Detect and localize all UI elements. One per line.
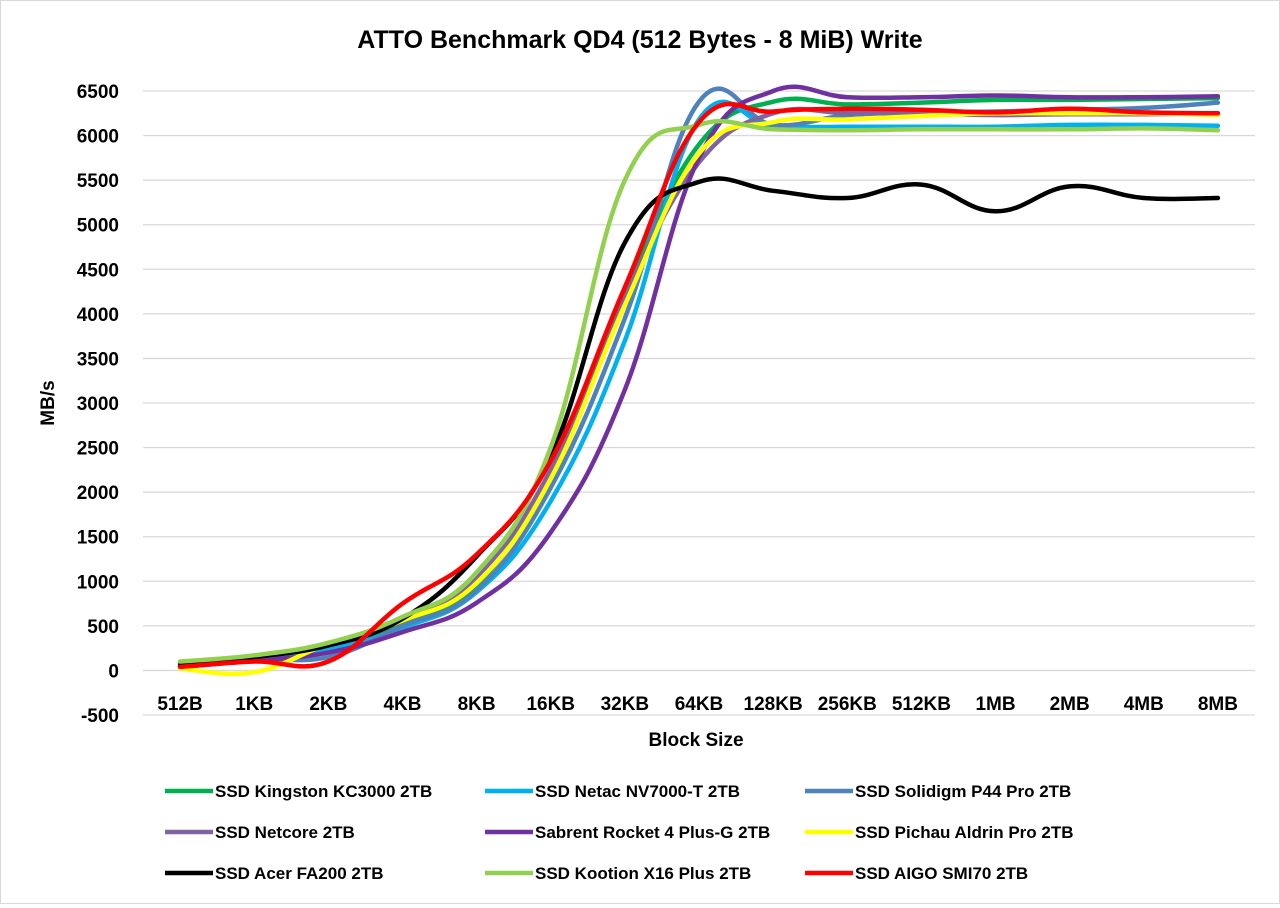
y-tick-label: 5500: [77, 171, 119, 192]
series-line-5: [177, 84, 1221, 670]
y-tick-label: 3500: [77, 349, 119, 370]
y-tick-label: -500: [81, 706, 119, 727]
chart-title: ATTO Benchmark QD4 (512 Bytes - 8 MiB) W…: [357, 26, 923, 54]
x-tick-label: 1KB: [235, 694, 273, 715]
x-tick-label: 8KB: [458, 694, 496, 715]
x-tick-label: 1MB: [975, 694, 1015, 715]
series-line-6: [177, 110, 1221, 677]
y-axis-ticks: 6500600055005000450040003500300025002000…: [77, 82, 119, 727]
x-axis-ticks: 512B 1KB 2KB 4KB 8KB 16KB 32KB 64KB 128KB 256KB 51…: [157, 694, 1238, 715]
series-line-7: [177, 176, 1221, 668]
y-tick-label: 2500: [77, 439, 119, 460]
series-lines: [177, 84, 1221, 677]
y-tick-label: 0: [108, 661, 119, 682]
x-tick-label: 8MB: [1198, 694, 1238, 715]
series-line-4: [177, 106, 1221, 665]
y-tick-label: 6000: [77, 127, 119, 148]
x-tick-label: 512B: [157, 694, 202, 715]
y-tick-label: 500: [87, 617, 119, 638]
x-tick-label: 4KB: [383, 694, 421, 715]
x-tick-label: 256KB: [818, 694, 877, 715]
y-tick-label: 5000: [77, 216, 119, 237]
y-tick-label: 1500: [77, 528, 119, 549]
x-tick-label: 16KB: [526, 694, 575, 715]
legend: SSD Kingston KC3000 2TB SSD Netac NV7000-…: [165, 782, 1074, 883]
legend-label: Sabrent Rocket 4 Plus-G 2TB: [535, 823, 770, 842]
legend-label: SSD Pichau Aldrin Pro 2TB: [855, 823, 1074, 842]
series-line-8: [177, 118, 1221, 664]
y-tick-label: 2000: [77, 483, 119, 504]
x-tick-label: 4MB: [1124, 694, 1164, 715]
legend-label: SSD Acer FA200 2TB: [215, 864, 384, 883]
y-tick-label: 1000: [77, 572, 119, 593]
y-axis-title: MB/s: [38, 380, 59, 425]
x-tick-label: 64KB: [675, 694, 724, 715]
x-tick-label: 32KB: [601, 694, 650, 715]
legend-label: SSD Netac NV7000-T 2TB: [535, 782, 740, 801]
x-tick-label: 128KB: [744, 694, 803, 715]
legend-label: SSD Kootion X16 Plus 2TB: [535, 864, 751, 883]
x-tick-label: 512KB: [892, 694, 951, 715]
gridlines: [143, 90, 1255, 716]
y-tick-label: 4500: [77, 260, 119, 281]
x-axis-title: Block Size: [648, 730, 743, 751]
legend-label: SSD Netcore 2TB: [215, 823, 355, 842]
legend-label: SSD AIGO SMI70 2TB: [855, 864, 1028, 883]
legend-label: SSD Solidigm P44 Pro 2TB: [855, 782, 1071, 801]
x-tick-label: 2KB: [309, 694, 347, 715]
series-line-3: [177, 86, 1221, 669]
legend-label: SSD Kingston KC3000 2TB: [215, 782, 432, 801]
y-tick-label: 6500: [77, 82, 119, 103]
y-tick-label: 3000: [77, 394, 119, 415]
y-tick-label: 4000: [77, 305, 119, 326]
series-line-9: [177, 101, 1221, 670]
x-tick-label: 2MB: [1050, 694, 1090, 715]
